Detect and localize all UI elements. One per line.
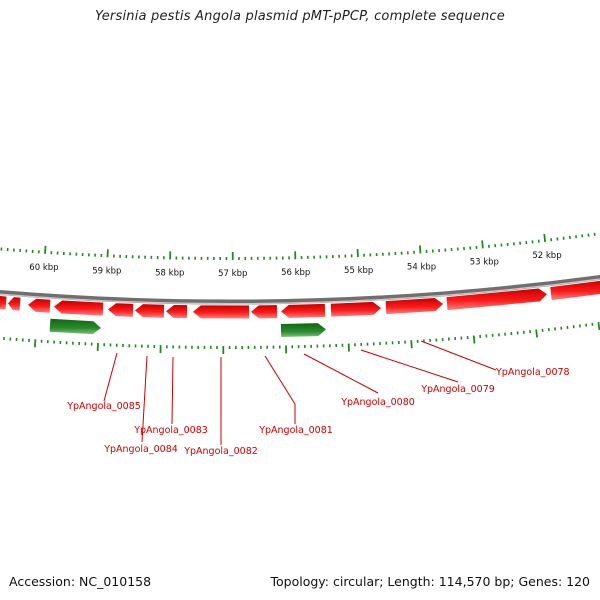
gene-label: YpAngola_0082 [183, 446, 258, 457]
forward-gene-arrow [281, 303, 326, 318]
reverse-gene-track [49, 318, 326, 338]
kbp-tick-label: 53 kbp [470, 257, 499, 267]
callout-line [264, 355, 296, 424]
gene-label: YpAngola_0085 [66, 401, 141, 412]
kbp-tick-label: 57 kbp [218, 269, 247, 279]
forward-gene-arrow [330, 301, 381, 317]
major-tick [44, 245, 47, 254]
forward-gene-arrow [385, 298, 443, 315]
callout-line [360, 349, 459, 383]
forward-gene-track [0, 280, 600, 319]
kbp-label-group: 60 kbp 59 kbp 58 kbp 57 kbp 56 kbp 55 kbp 54 k… [29, 251, 561, 279]
kbp-tick-label: 55 kbp [344, 266, 373, 276]
forward-gene-arrow [166, 304, 188, 319]
major-tick [418, 245, 422, 254]
kbp-tick-label: 60 kbp [29, 263, 58, 273]
major-tick [481, 240, 484, 249]
forward-gene-arrow [8, 297, 21, 311]
reverse-gene-block [49, 318, 101, 335]
forward-gene-arrow [550, 280, 600, 301]
kbp-tick-label: 58 kbp [155, 268, 184, 278]
major-tick [597, 321, 600, 331]
gene-label: YpAngola_0081 [258, 425, 333, 436]
forward-gene-arrow [135, 304, 165, 318]
forward-gene-arrow [0, 296, 7, 310]
inner-tick-track [3, 321, 600, 354]
forward-gene-arrow [446, 288, 547, 311]
gene-label: YpAngola_0079 [420, 384, 495, 395]
gene-label: YpAngola_0080 [340, 397, 415, 408]
forward-gene-arrow [54, 300, 104, 316]
forward-gene-arrow [28, 298, 51, 313]
forward-gene-arrow [108, 303, 134, 317]
accession-text: Accession: NC_010158 [9, 574, 152, 589]
major-tick [535, 329, 538, 338]
reverse-gene-block [280, 323, 326, 338]
callout-line [171, 356, 174, 425]
kbp-tick-label: 56 kbp [281, 268, 310, 278]
forward-gene-arrow [193, 305, 250, 319]
major-tick [410, 340, 413, 349]
gene-label: YpAngola_0084 [103, 444, 178, 455]
callout-line [141, 355, 148, 443]
gene-label: YpAngola_0078 [495, 367, 570, 378]
kbp-tick-label: 59 kbp [92, 266, 121, 276]
kbp-tick-label: 52 kbp [532, 251, 561, 261]
backbone-ring [0, 274, 600, 305]
topology-summary: Topology: circular; Length: 114,570 bp; … [270, 574, 591, 589]
callout-line [303, 353, 379, 394]
callout-line [103, 352, 118, 402]
backbone-arc [0, 274, 600, 305]
major-tick [33, 339, 37, 348]
backbone-highlight [0, 278, 600, 305]
major-tick [472, 335, 476, 344]
gene-label: YpAngola_0083 [133, 425, 208, 436]
callout-line [420, 340, 497, 371]
forward-gene-arrow [251, 305, 278, 319]
outer-tick-track [0, 232, 600, 260]
map-title: Yersinia pestis Angola plasmid pMT-pPCP,… [95, 9, 505, 24]
major-tick [543, 233, 547, 243]
kbp-tick-label: 54 kbp [407, 262, 436, 272]
